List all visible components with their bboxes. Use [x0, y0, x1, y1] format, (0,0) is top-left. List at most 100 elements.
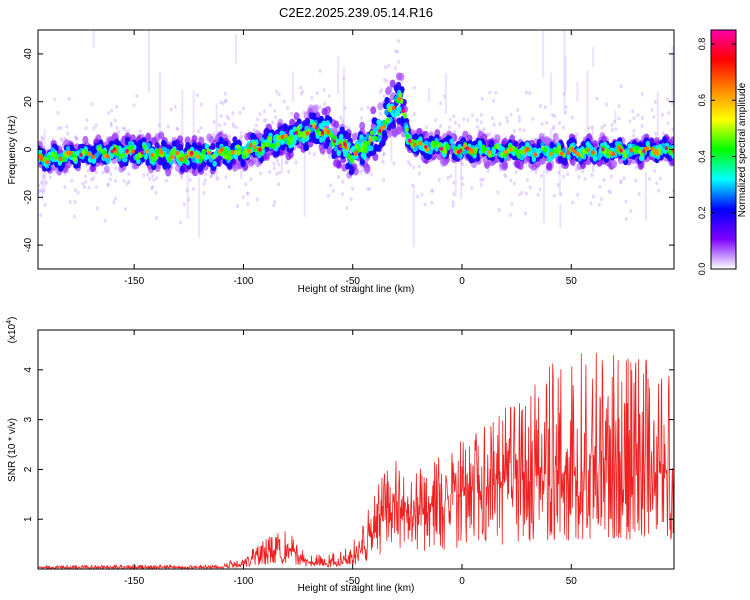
heatmap-cell	[220, 147, 224, 152]
heatmap-speck	[412, 85, 416, 90]
heatmap-cell	[358, 138, 363, 145]
heatmap-cell	[171, 148, 176, 154]
heatmap-speck	[446, 176, 450, 180]
heatmap-cell	[153, 153, 158, 159]
heatmap-cell	[487, 150, 491, 155]
colorbar: 0.0 0.2 0.4 0.6 0.8 Normalized spectral ampl…	[697, 29, 748, 275]
heatmap-speck	[571, 200, 574, 205]
heatmap-speck	[327, 94, 331, 98]
heatmap-speck	[86, 168, 90, 173]
heatmap-speck	[219, 113, 223, 118]
heatmap-cell	[72, 157, 77, 163]
heatmap-cell	[503, 149, 508, 155]
heatmap-speck	[475, 118, 479, 123]
heatmap-speck	[85, 118, 89, 123]
heatmap-speck	[658, 176, 662, 181]
heatmap-speck	[94, 185, 98, 190]
heatmap-speck	[173, 104, 177, 109]
heatmap-cell	[592, 155, 598, 162]
heatmap-speck	[95, 206, 99, 211]
heatmap-speck	[245, 191, 249, 196]
heatmap-speck	[451, 200, 455, 204]
heatmap-cell	[332, 139, 337, 144]
heatmap-speck	[196, 93, 200, 98]
heatmap-cell	[279, 125, 285, 133]
heatmap-cell	[190, 150, 194, 155]
heatmap-cell	[113, 147, 117, 152]
heatmap-streak	[614, 110, 617, 124]
heatmap-cell	[398, 72, 405, 81]
heatmap-speck	[318, 68, 322, 73]
x-tick-label: -150	[124, 276, 144, 287]
heatmap-speck	[175, 126, 179, 131]
heatmap-cell	[391, 128, 398, 137]
heatmap-speck	[517, 119, 521, 124]
heatmap-speck	[498, 122, 502, 127]
x-tick-label: -100	[233, 276, 253, 287]
heatmap-cell	[639, 151, 644, 157]
heatmap-speck	[610, 174, 614, 179]
heatmap-cell	[326, 146, 333, 155]
heatmap-cell	[445, 143, 450, 149]
heatmap-speck	[417, 164, 421, 169]
heatmap-speck	[56, 110, 60, 115]
heatmap-cell	[79, 152, 83, 157]
heatmap-speck	[425, 125, 428, 130]
heatmap-cell	[313, 137, 319, 145]
heatmap-speck	[640, 124, 644, 128]
heatmap-cell	[436, 142, 441, 148]
heatmap-speck	[258, 112, 262, 116]
heatmap-speck	[121, 126, 125, 131]
heatmap-cell	[154, 142, 160, 150]
heatmap-cell	[91, 158, 97, 164]
heatmap-speck	[671, 127, 674, 132]
heatmap-speck	[411, 183, 415, 188]
heatmap-speck	[81, 181, 85, 186]
heatmap-speck	[570, 115, 574, 120]
heatmap-speck	[211, 132, 215, 137]
heatmap-speck	[339, 115, 343, 120]
heatmap-cell	[325, 120, 330, 127]
heatmap-cell	[103, 165, 110, 174]
heatmap-speck	[275, 89, 279, 94]
heatmap-cell	[39, 156, 44, 161]
heatmap-speck	[203, 178, 207, 183]
heatmap-cell	[384, 96, 390, 104]
heatmap-speck	[224, 175, 228, 180]
heatmap-cell	[610, 159, 617, 168]
heatmap-speck	[396, 49, 400, 54]
heatmap-speck	[192, 187, 195, 191]
heatmap-speck	[408, 162, 412, 167]
heatmap-cell	[570, 147, 575, 153]
heatmap-speck	[246, 191, 250, 196]
heatmap-speck	[666, 121, 670, 126]
heatmap-cell	[368, 138, 373, 143]
heatmap-speck	[299, 91, 303, 96]
spectrogram-heatmap	[38, 30, 674, 247]
heatmap-speck	[127, 179, 131, 184]
heatmap-cell	[264, 152, 271, 161]
heatmap-cell	[552, 132, 559, 141]
heatmap-speck	[199, 126, 203, 130]
heatmap-speck	[343, 106, 347, 111]
heatmap-cell	[320, 130, 325, 135]
heatmap-speck	[65, 124, 69, 129]
heatmap-speck	[480, 96, 484, 101]
heatmap-speck	[109, 172, 113, 176]
heatmap-cell	[179, 157, 184, 162]
heatmap-cell	[289, 129, 294, 136]
heatmap-speck	[197, 129, 201, 134]
heatmap-speck	[597, 202, 601, 207]
heatmap-cell	[501, 160, 508, 169]
heatmap-cell	[395, 110, 401, 117]
heatmap-cell	[258, 147, 262, 152]
heatmap-cell	[227, 155, 232, 161]
heatmap-streak	[192, 91, 195, 161]
heatmap-cell	[531, 147, 536, 154]
heatmap-speck	[528, 91, 532, 96]
heatmap-cell	[109, 152, 115, 159]
heatmap-cell	[508, 147, 513, 152]
heatmap-cell	[292, 138, 297, 145]
heatmap-cell	[294, 130, 298, 135]
heatmap-cell	[543, 147, 548, 153]
